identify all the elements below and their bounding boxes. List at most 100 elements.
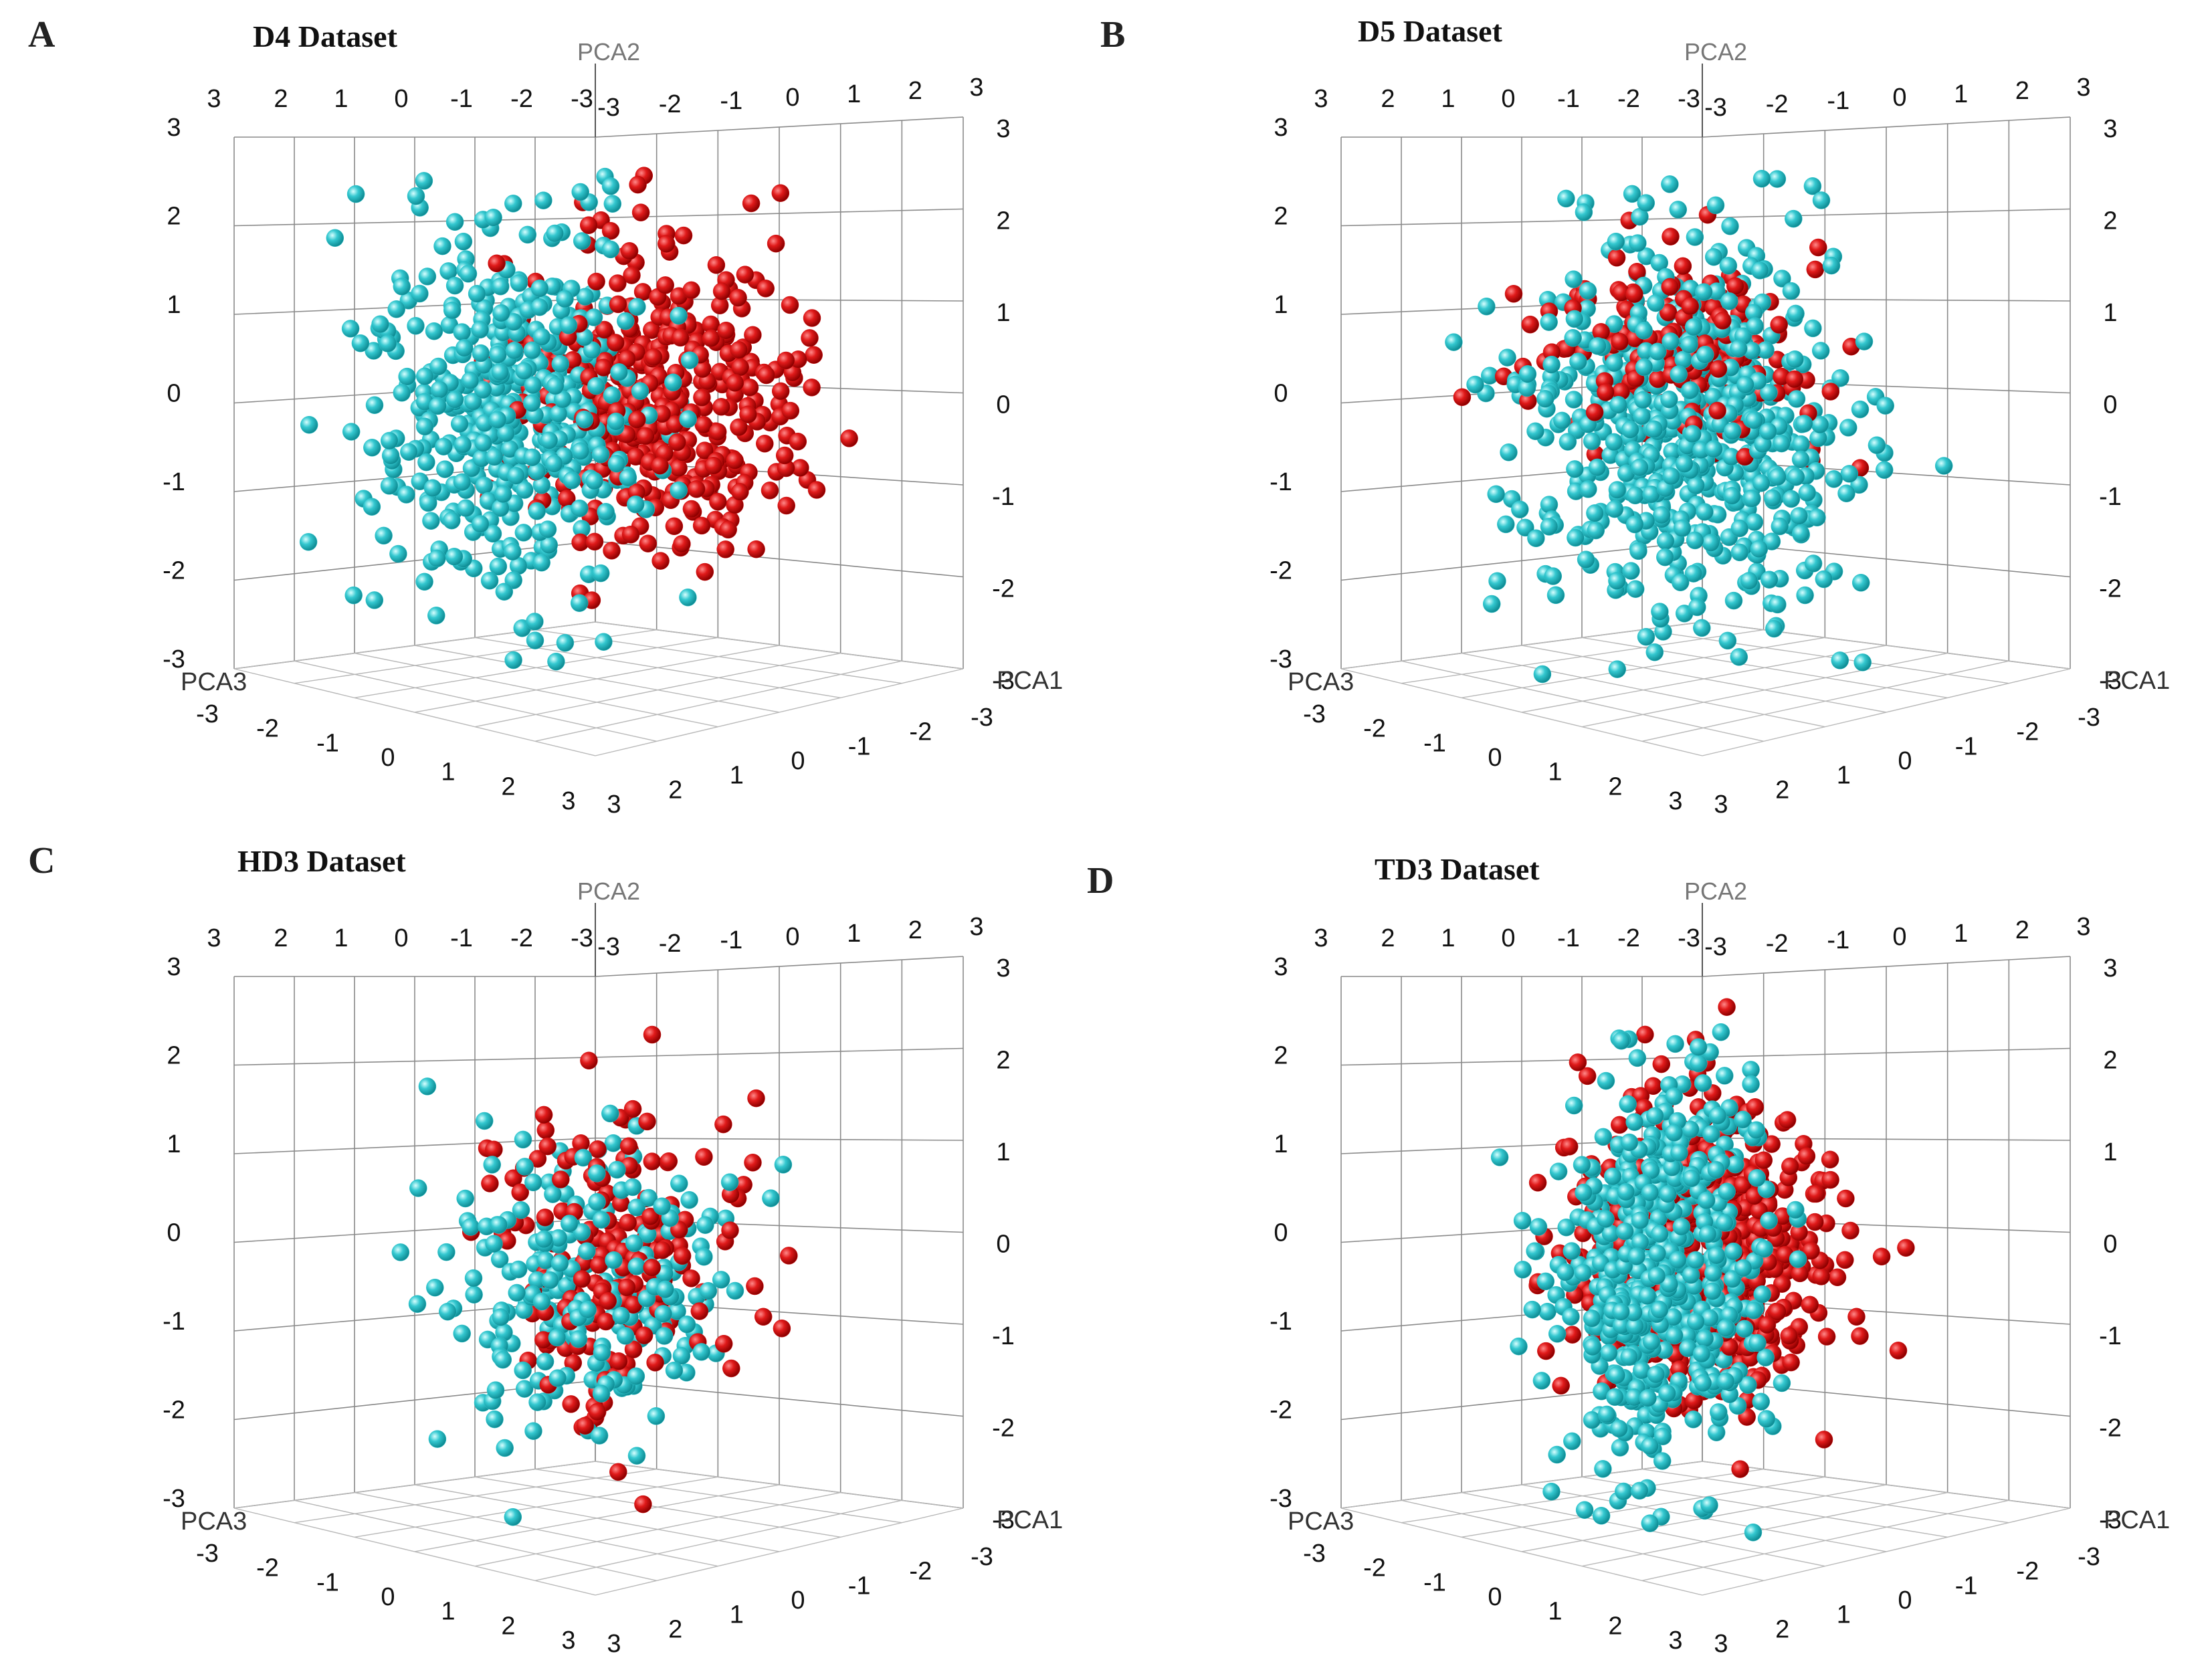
axis-title-pca1: PCA1: [997, 1506, 1063, 1534]
tick-label: 1: [2103, 299, 2117, 327]
data-point-cyan: [1704, 247, 1723, 266]
data-point-cyan: [1575, 1183, 1593, 1202]
tick-label: 2: [1608, 1612, 1622, 1640]
data-point-cyan: [670, 481, 688, 500]
data-point-cyan: [570, 594, 589, 612]
data-point-cyan: [1756, 1348, 1775, 1366]
data-point-cyan: [379, 334, 397, 352]
data-point-cyan: [492, 304, 510, 322]
tick-label: -1: [1270, 1308, 1292, 1336]
data-point-cyan: [1605, 433, 1623, 451]
data-point-cyan: [1745, 411, 1763, 429]
data-point-red: [1537, 1342, 1555, 1360]
data-point-cyan: [512, 1201, 530, 1219]
data-point-cyan: [426, 1278, 444, 1297]
grid-line: [1340, 668, 1703, 756]
grid-line: [233, 1507, 596, 1596]
data-point-cyan: [465, 1285, 483, 1304]
data-point-cyan: [1523, 1300, 1542, 1319]
data-point-red: [488, 254, 506, 273]
data-point-red: [1453, 388, 1472, 407]
data-point-red: [588, 1402, 607, 1421]
data-point-cyan: [573, 232, 591, 250]
tick-label: 3: [607, 791, 621, 819]
grid-line: [1581, 1491, 1948, 1567]
data-point-red: [528, 1150, 547, 1168]
data-point-red: [771, 184, 790, 202]
data-point-red: [1681, 297, 1700, 316]
data-point-red: [754, 1308, 773, 1326]
data-point-red: [803, 309, 821, 327]
data-point-red: [1806, 1213, 1824, 1231]
data-point-cyan: [1787, 1201, 1805, 1219]
data-point-red: [777, 351, 795, 370]
data-point-cyan: [654, 1305, 672, 1323]
data-point-cyan: [1718, 1182, 1736, 1201]
data-point-cyan: [1589, 337, 1607, 355]
data-point-cyan: [1682, 1266, 1700, 1284]
data-point-red: [579, 216, 598, 234]
data-point-cyan: [1662, 332, 1680, 350]
data-point-cyan: [407, 187, 425, 205]
data-point-cyan: [546, 224, 564, 243]
data-point-cyan: [1791, 524, 1810, 542]
data-point-cyan: [471, 320, 489, 339]
data-point-cyan: [1583, 1309, 1601, 1328]
tick-label: 1: [996, 1138, 1010, 1166]
data-point-red: [682, 500, 701, 518]
data-point-cyan: [1792, 435, 1810, 453]
tick-label: 1: [1548, 1598, 1562, 1626]
data-point-red: [643, 1259, 661, 1277]
data-point-cyan: [1686, 1251, 1705, 1269]
tick-label: -2: [1617, 85, 1640, 113]
data-point-red: [1563, 1326, 1582, 1344]
data-point-cyan: [1743, 490, 1761, 508]
data-point-cyan: [510, 274, 528, 292]
data-point-red: [511, 1183, 529, 1202]
data-point-cyan: [1694, 1074, 1712, 1092]
data-point-cyan: [1687, 476, 1705, 495]
data-point-cyan: [1629, 234, 1647, 252]
grid-line: [1702, 668, 2071, 756]
data-point-cyan: [593, 1344, 611, 1362]
data-point-red: [653, 1241, 672, 1259]
tick-label: 0: [1501, 924, 1515, 952]
data-point-cyan: [1597, 1210, 1615, 1228]
data-point-red: [536, 1209, 555, 1227]
cube-plot: 3 2 1 0 -1 -2 -3 -3 -2 -1 0 1 2 33210-1-2-33210-1-2-3…: [163, 38, 1063, 819]
tick-label: -3: [597, 933, 620, 961]
data-point-cyan: [1544, 567, 1563, 585]
data-point-cyan: [1723, 422, 1742, 440]
data-point-red: [1504, 285, 1523, 303]
data-point-cyan: [1658, 1384, 1676, 1402]
data-point-red: [590, 1256, 608, 1274]
data-point-cyan: [548, 1369, 567, 1387]
data-point-cyan: [1631, 1211, 1649, 1230]
data-point-cyan: [1559, 433, 1577, 451]
data-point-cyan: [585, 472, 603, 490]
panel-letter: B: [1100, 14, 1125, 56]
data-point-red: [1607, 249, 1626, 267]
data-point-cyan: [1934, 457, 1953, 475]
tick-label: 0: [996, 1231, 1010, 1259]
data-point-cyan: [1687, 1313, 1705, 1331]
data-point-cyan: [1855, 332, 1874, 350]
data-point-red: [690, 1302, 709, 1320]
data-point-cyan: [509, 1260, 528, 1279]
data-point-cyan: [607, 412, 625, 431]
data-point-red: [739, 405, 757, 423]
data-point-red: [1841, 1221, 1859, 1240]
data-point-cyan: [418, 268, 437, 286]
data-point-cyan: [1498, 348, 1516, 367]
data-point-red: [702, 329, 720, 348]
tick-label: 1: [847, 80, 861, 108]
tick-label: -3: [1270, 645, 1292, 673]
data-point-cyan: [1742, 1075, 1760, 1094]
data-point-cyan: [1686, 228, 1704, 246]
data-point-cyan: [1619, 1095, 1637, 1114]
data-point-cyan: [1514, 1261, 1532, 1279]
data-point-red: [757, 366, 775, 385]
data-point-cyan: [605, 1251, 623, 1269]
data-point-red: [674, 226, 693, 245]
data-point-cyan: [1631, 458, 1649, 477]
